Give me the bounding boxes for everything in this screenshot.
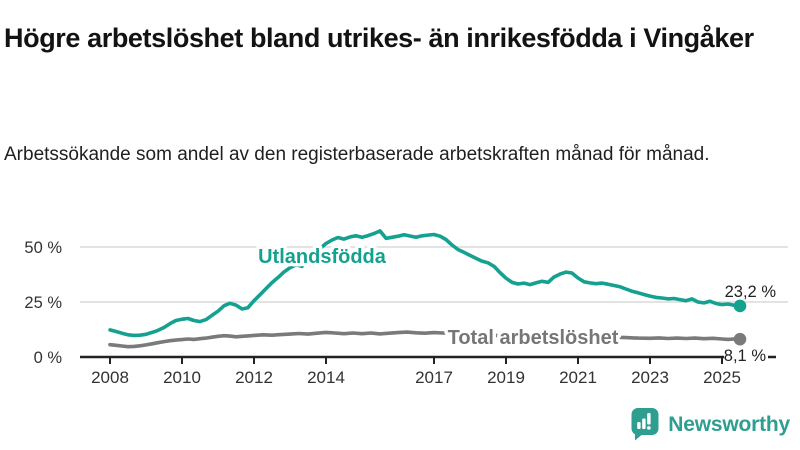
chart-subtitle: Arbetssökande som andel av den registerb… bbox=[4, 144, 710, 165]
utlandsf-dda-line bbox=[108, 229, 742, 338]
newsworthy-logo[interactable]: Newsworthy bbox=[630, 407, 790, 442]
y-tick-label: 25 % bbox=[24, 294, 62, 312]
x-tick-label-2021: 2021 bbox=[559, 368, 597, 387]
x-tick-label-2010: 2010 bbox=[163, 368, 201, 387]
x-tick-label-2025: 2025 bbox=[703, 368, 741, 387]
end-label-total: 8,1 % bbox=[724, 347, 767, 365]
y-tick-label: 50 % bbox=[24, 239, 62, 257]
unemployment-line-chart: 0 % 25 % 50 % Utlandsfödda Total arbetslöshe… bbox=[0, 210, 800, 410]
newsworthy-wordmark: Newsworthy bbox=[668, 412, 790, 436]
x-tick-label-2008: 2008 bbox=[91, 368, 129, 387]
page-title: Högre arbetslöshet bland utrikes- än inr… bbox=[4, 23, 754, 54]
x-tick-label-2014: 2014 bbox=[307, 368, 345, 387]
series-label-utlandsfodda: Utlandsfödda bbox=[258, 246, 387, 268]
newsworthy-icon bbox=[631, 408, 659, 441]
x-tick-label-2019: 2019 bbox=[487, 368, 525, 387]
end-label-bg bbox=[724, 347, 768, 364]
series-label-total: Total arbetslöshet bbox=[448, 327, 619, 349]
chart-canvas: 0 % 25 % 50 % Utlandsfödda Total arbetslöshe… bbox=[24, 229, 788, 387]
x-tick-label-2023: 2023 bbox=[631, 368, 669, 387]
end-dot-total bbox=[733, 332, 747, 346]
total-arbetsl-shet-line bbox=[108, 330, 742, 349]
end-dot-utlandsfodda bbox=[733, 299, 747, 313]
end-label-utlandsfodda: 23,2 % bbox=[725, 283, 777, 301]
y-tick-label: 0 % bbox=[34, 349, 63, 367]
x-tick-label-2017: 2017 bbox=[415, 368, 453, 387]
x-tick-label-2012: 2012 bbox=[235, 368, 273, 387]
